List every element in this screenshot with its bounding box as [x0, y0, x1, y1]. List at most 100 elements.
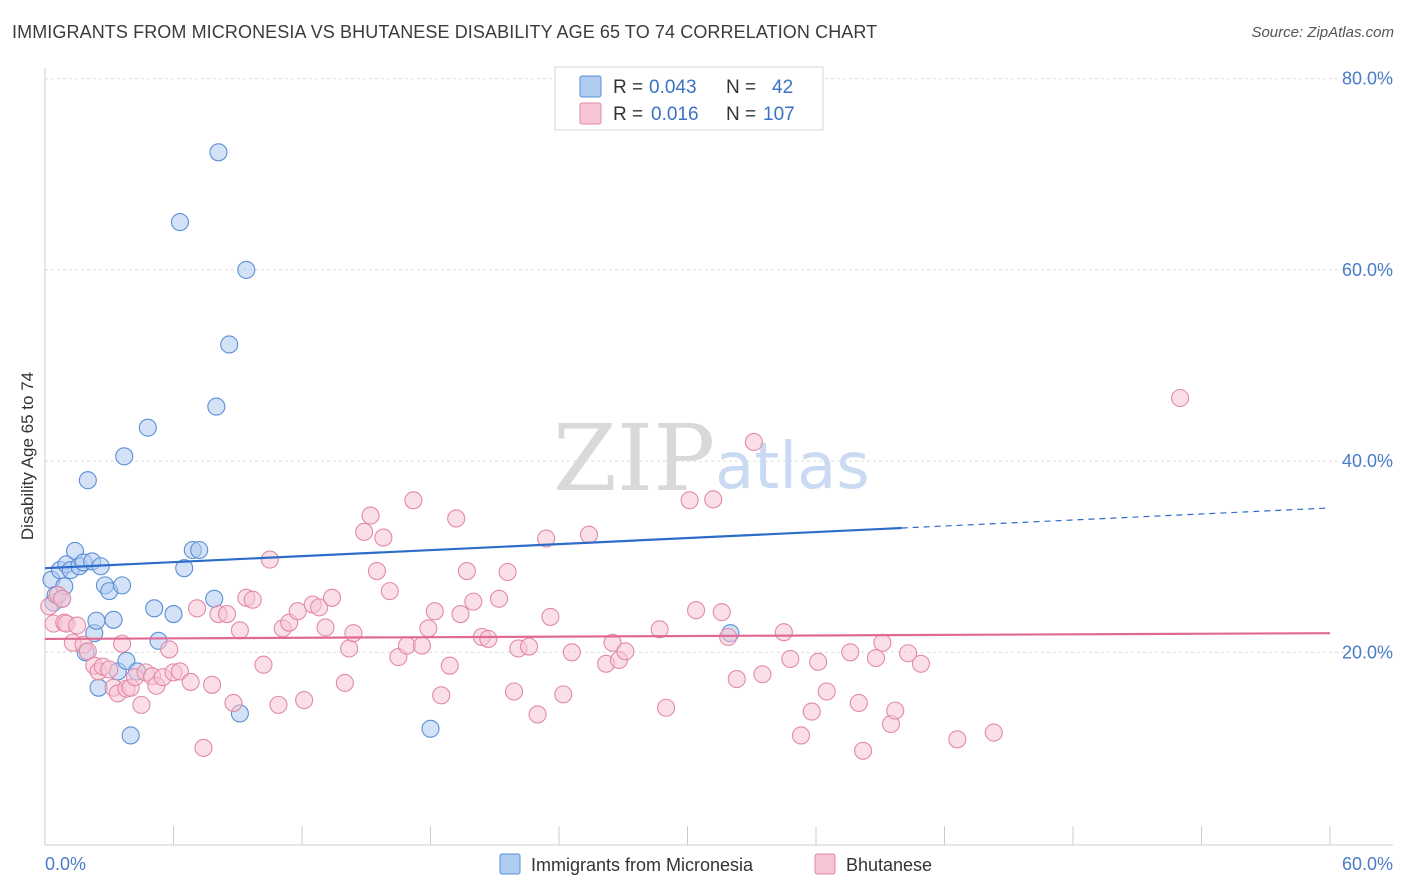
- source-label: Source: ZipAtlas.com: [1251, 24, 1394, 41]
- micronesia-point-25: [121, 726, 140, 745]
- tick-labels: 80.0% 60.0% 40.0% 20.0% 0.0% 60.0%: [45, 69, 1393, 874]
- legend-n-label-bhutanese: N =: [726, 104, 756, 125]
- micronesia-point-15: [87, 611, 106, 630]
- micronesia-point-35: [205, 589, 224, 608]
- bhutanese-point-78: [541, 607, 560, 626]
- bottom-legend-swatch-micronesia: [499, 853, 521, 875]
- bhutanese-point-94: [744, 432, 763, 452]
- bhutanese-point-65: [447, 509, 466, 528]
- micronesia-point-12: [78, 471, 97, 490]
- bhutanese-point-43: [288, 602, 307, 621]
- bhutanese-point-54: [367, 561, 387, 581]
- bottom-legend-label-bhutanese: Bhutanese: [846, 855, 932, 875]
- bhutanese-point-85: [616, 642, 635, 661]
- micronesia-point-20: [104, 610, 123, 629]
- y-tick-label-0: 80.0%: [1342, 69, 1393, 89]
- micronesia-point-27: [138, 418, 157, 437]
- bhutanese-point-33: [217, 605, 237, 624]
- bhutanese-point-92: [719, 627, 738, 647]
- micronesia-point-28: [145, 599, 164, 618]
- bhutanese-point-75: [519, 637, 539, 656]
- micronesia-point-22: [113, 576, 132, 595]
- bhutanese-point-53: [361, 506, 380, 525]
- bhutanese-point-106: [873, 633, 892, 652]
- bhutanese-point-79: [554, 685, 573, 704]
- bhutanese-point-100: [809, 652, 828, 671]
- bhutanese-point-30: [194, 738, 213, 757]
- micronesia-point-38: [220, 335, 239, 354]
- bhutanese-point-86: [650, 620, 669, 639]
- bhutanese-point-104: [854, 741, 873, 760]
- micronesia-point-34: [190, 540, 209, 560]
- bhutanese-point-25: [160, 640, 179, 659]
- micronesia-trend-extension: [901, 507, 1331, 529]
- bhutanese-point-31: [203, 675, 222, 694]
- bhutanese-point-50: [340, 639, 359, 658]
- y-axis-label: Disability Age 65 to 74: [18, 372, 37, 540]
- bhutanese-point-29: [188, 599, 207, 618]
- legend-r-value-bhutanese: 0.016: [651, 104, 699, 125]
- bhutanese-point-109: [899, 644, 918, 663]
- bhutanese-point-96: [774, 623, 793, 642]
- bhutanese-point-62: [425, 602, 444, 621]
- trend-lines: [44, 507, 1331, 641]
- bhutanese-point-7: [68, 616, 87, 635]
- axes: [44, 68, 1393, 846]
- legend-n-value-bhutanese: 107: [763, 104, 795, 125]
- bhutanese-point-71: [489, 589, 509, 608]
- stats-legend: R = 0.043 N = 42 R = 0.016 N = 107: [554, 66, 824, 131]
- bhutanese-point-61: [419, 619, 438, 638]
- bhutanese-point-90: [704, 490, 723, 509]
- bhutanese-point-64: [440, 656, 459, 675]
- legend-r-label-bhutanese: R =: [613, 104, 643, 125]
- bottom-legend-swatch-bhutanese: [814, 853, 836, 875]
- bhutanese-point-46: [310, 598, 329, 617]
- legend-swatch-micronesia: [579, 75, 602, 98]
- bhutanese-point-103: [849, 693, 868, 713]
- bhutanese-point-34: [224, 693, 243, 713]
- legend-r-label-micronesia: R =: [613, 77, 643, 98]
- bhutanese-point-44: [295, 691, 314, 710]
- bhutanese-point-55: [374, 528, 393, 547]
- bhutanese-point-105: [866, 648, 886, 668]
- grid-lines: [45, 78, 1393, 653]
- micronesia-point-23: [115, 447, 134, 466]
- bhutanese-point-87: [657, 698, 676, 717]
- micronesia-point-37: [209, 143, 228, 162]
- micronesia-point-36: [207, 397, 226, 416]
- bhutanese-point-20: [132, 695, 151, 714]
- bhutanese-point-13: [100, 660, 119, 679]
- bhutanese-point-113: [1171, 388, 1190, 408]
- micronesia-point-41: [421, 719, 440, 738]
- bhutanese-trend-line: [44, 632, 1331, 641]
- micronesia-point-30: [164, 605, 183, 624]
- watermark-atlas: atlas: [715, 430, 870, 504]
- bhutanese-point-56: [380, 582, 399, 601]
- bhutanese-point-60: [412, 636, 431, 655]
- bhutanese-point-83: [603, 633, 622, 652]
- bhutanese-point-39: [260, 550, 279, 569]
- legend-n-value-micronesia: 42: [772, 77, 793, 98]
- y-tick-label-3: 20.0%: [1342, 642, 1393, 662]
- micronesia-point-31: [170, 213, 189, 232]
- bhutanese-point-47: [316, 618, 335, 637]
- x-tick-label-0: 0.0%: [45, 854, 86, 874]
- bhutanese-point-3: [53, 589, 72, 608]
- bhutanese-point-68: [464, 592, 483, 611]
- bhutanese-point-80: [562, 643, 581, 662]
- bhutanese-point-108: [886, 701, 905, 720]
- bhutanese-point-37: [243, 590, 262, 609]
- legend-swatch-bhutanese: [579, 102, 602, 125]
- bhutanese-point-52: [355, 522, 374, 541]
- bhutanese-point-59: [404, 491, 423, 510]
- bhutanese-point-35: [230, 621, 249, 640]
- series-bhutanese: [40, 388, 1190, 760]
- bhutanese-point-99: [802, 702, 821, 721]
- bhutanese-point-63: [432, 686, 451, 705]
- legend-r-value-micronesia: 0.043: [649, 77, 697, 98]
- bhutanese-point-101: [817, 682, 836, 701]
- bhutanese-point-110: [911, 654, 930, 673]
- bhutanese-point-88: [680, 491, 699, 510]
- bhutanese-point-49: [335, 673, 354, 692]
